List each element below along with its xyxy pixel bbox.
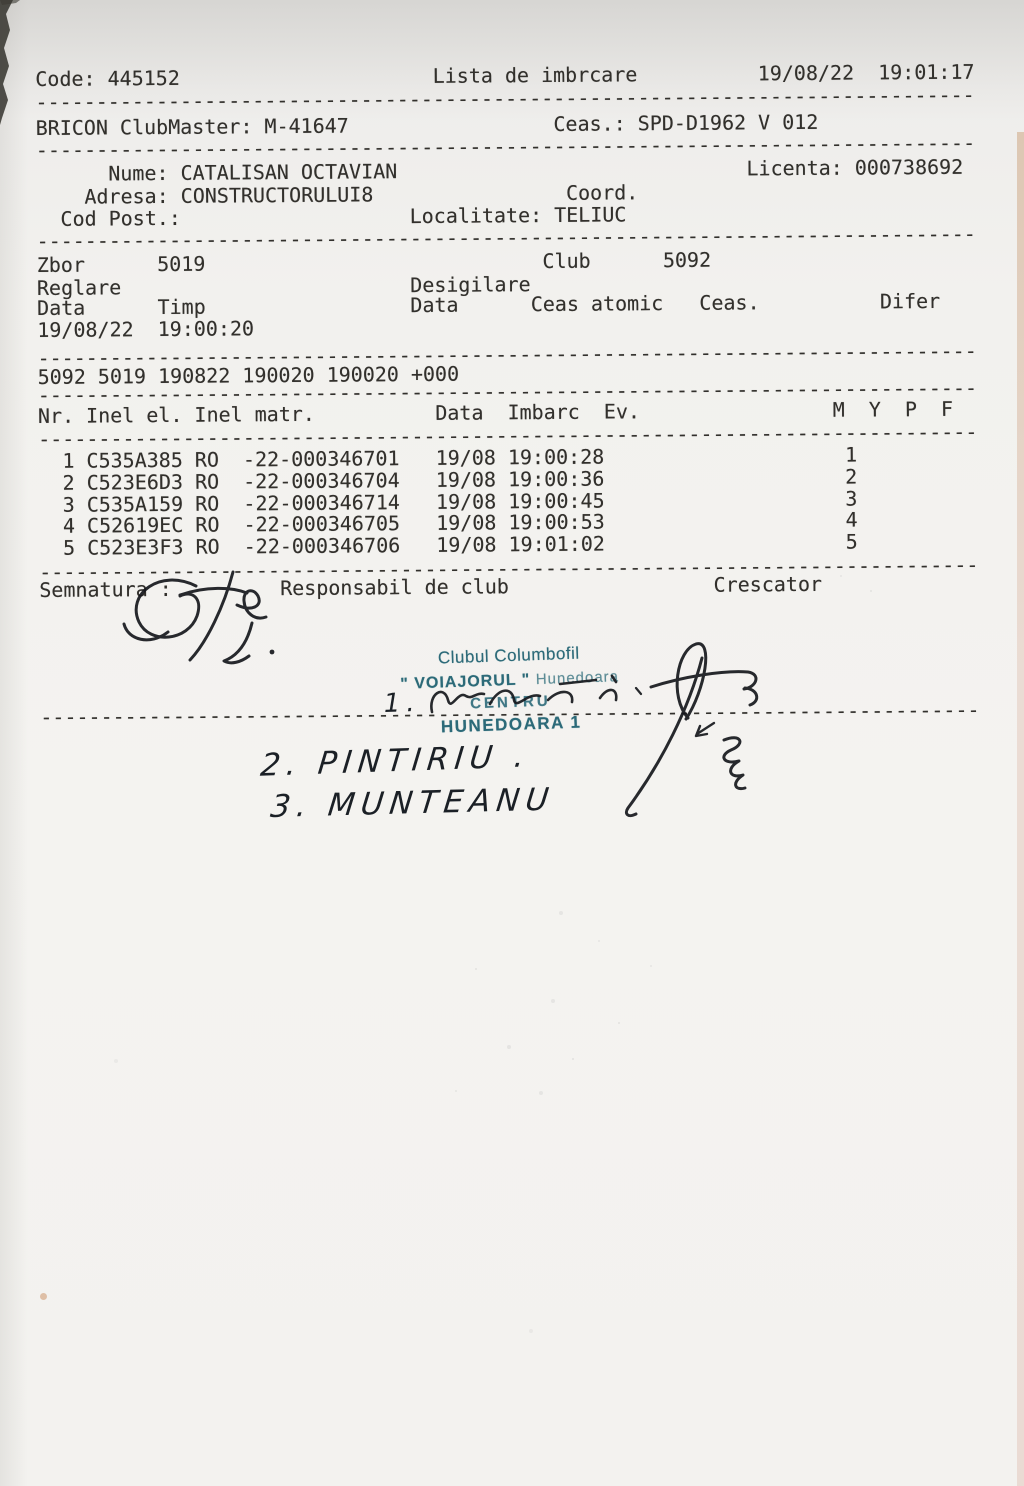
handwriting-item-3: 3. MUNTEANU <box>269 782 557 825</box>
semnatura-signature <box>122 570 275 665</box>
scan-edge-artifact <box>0 0 20 125</box>
scan-right-strip <box>1017 132 1024 1486</box>
dust-speck <box>40 1293 47 1300</box>
crescator-signature <box>624 642 759 818</box>
handwriting-item-2: 2. PINTIRIU . <box>259 738 532 783</box>
handwriting-item-1: 1. <box>383 688 421 719</box>
handwriting-scribble <box>430 674 643 714</box>
paper-noise <box>0 0 2 2</box>
